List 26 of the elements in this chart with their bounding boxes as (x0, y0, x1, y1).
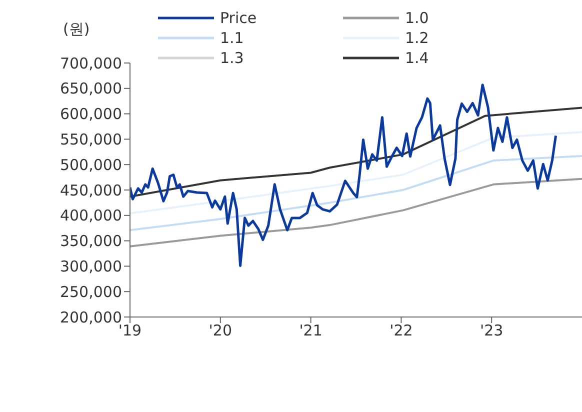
line-series (130, 178, 582, 248)
y-tick-label: 250,000 (60, 282, 122, 301)
x-tick-label: '22 (390, 322, 413, 340)
legend-label: 1.4 (405, 49, 429, 67)
y-tick-label: 300,000 (60, 258, 122, 276)
x-tick-label: '21 (299, 322, 322, 340)
line-series (130, 106, 582, 198)
y-tick-label: 600,000 (60, 105, 122, 124)
y-tick-label: 650,000 (60, 80, 122, 98)
y-tick-label: 550,000 (60, 130, 122, 149)
legend-label: 1.0 (405, 9, 429, 27)
legend-label: 1.3 (220, 49, 244, 67)
y-tick-label: 500,000 (60, 156, 122, 174)
y-tick-label: 450,000 (60, 181, 122, 200)
y-tick-label: 350,000 (60, 232, 122, 250)
y-axis-title: (원) (63, 20, 90, 39)
y-tick-label: 700,000 (60, 54, 122, 72)
x-tick-label: '23 (480, 322, 504, 340)
line-series (130, 154, 582, 232)
line-series (130, 131, 582, 214)
legend-label: 1.2 (405, 29, 429, 47)
legend-label: Price (220, 9, 257, 27)
y-tick-label: 400,000 (60, 206, 122, 225)
legend-label: 1.1 (220, 29, 244, 47)
x-tick-label: '20 (208, 322, 232, 340)
line-series (130, 84, 558, 267)
